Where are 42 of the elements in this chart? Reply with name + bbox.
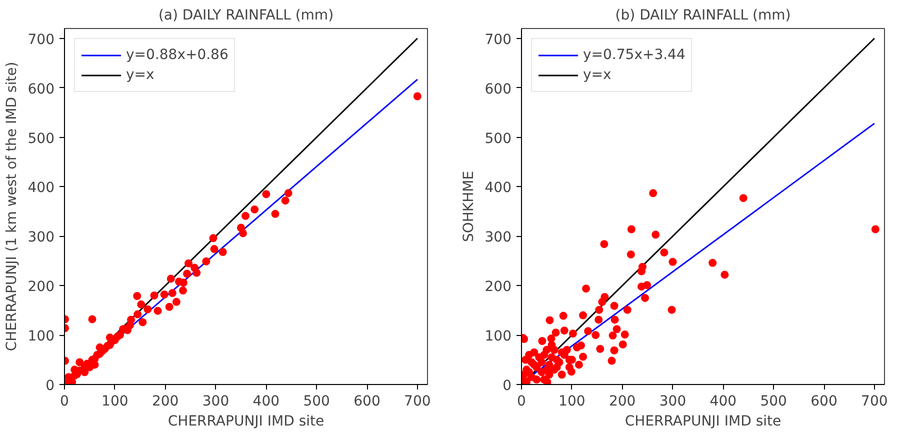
y-tick-label: 700 [28,32,55,48]
y-tick-label: 400 [484,180,512,196]
y-tick-label: 500 [484,130,512,147]
x-tick-label: 200 [608,394,636,410]
y-tick-label: 200 [484,279,512,296]
legend-label: y=x [583,67,612,83]
y-axis-title: CHERRAPUNJI (1 km west of the IMD site) [4,62,20,352]
x-axis-title: CHERRAPUNJI IMD site [624,414,782,430]
y-tick-label: 0 [46,378,55,394]
y-tick-label: 400 [28,180,55,196]
x-tick-label: 400 [252,394,280,410]
y-tick-label: 300 [28,230,55,246]
legend-label: y=0.75x+3.44 [583,47,686,63]
y-tick-label: 100 [484,328,512,345]
x-tick-label: 100 [102,394,128,410]
y-tick-label: 600 [28,81,55,98]
y-tick-label: 200 [28,279,55,296]
x-tick-label: 300 [659,394,686,410]
y-tick-label: 700 [484,32,512,48]
x-tick-label: 600 [810,394,838,410]
x-tick-label: 300 [202,394,230,410]
x-tick-label: 100 [558,394,586,410]
chart-title: (b) DAILY RAINFALL (mm) [615,8,791,24]
x-tick-label: 0 [517,394,526,410]
x-tick-label: 700 [404,394,431,410]
legend-label: y=x [126,67,154,83]
x-axis-title: CHERRAPUNJI IMD site [168,414,324,430]
y-tick-label: 0 [502,378,512,394]
x-tick-label: 600 [354,394,380,410]
y-tick-label: 300 [484,230,512,246]
x-tick-label: 700 [861,394,888,410]
y-tick-label: 600 [484,81,512,98]
x-tick-label: 500 [303,394,330,410]
x-tick-label: 200 [152,394,179,410]
y-tick-label: 500 [28,130,55,147]
legend-label: y=0.88x+0.86 [126,47,228,63]
y-tick-label: 100 [28,328,55,345]
x-tick-label: 0 [60,394,69,410]
x-tick-label: 500 [760,394,787,410]
y-axis-title: SOHKHME [460,170,477,242]
x-tick-label: 400 [710,394,737,410]
chart-title: (a) DAILY RAINFALL (mm) [158,8,334,24]
